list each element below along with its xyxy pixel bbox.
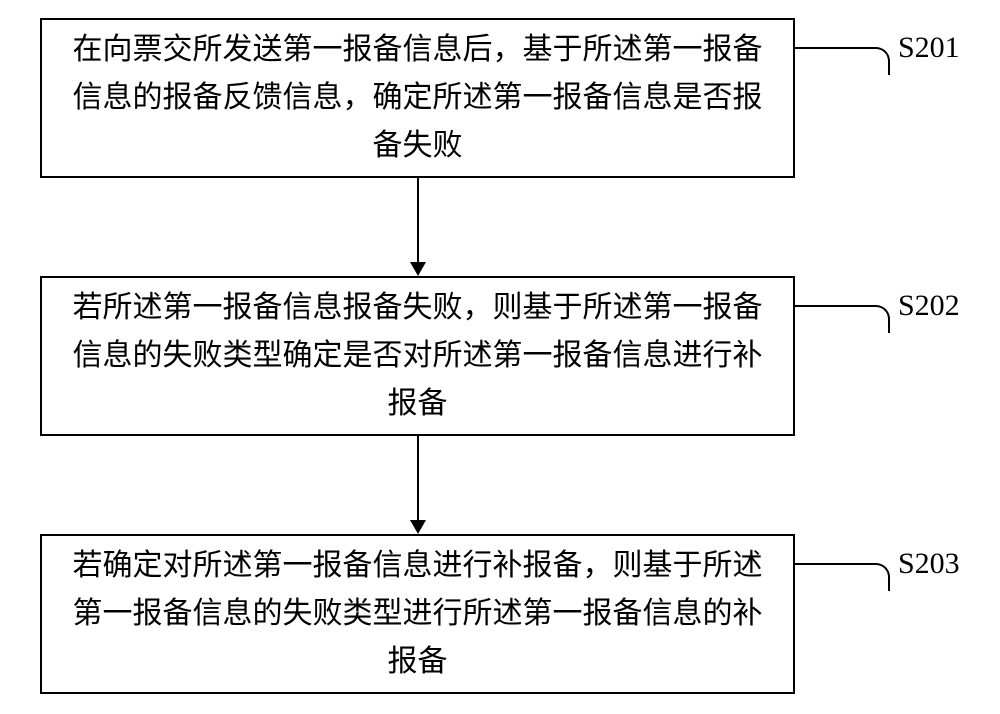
flowchart-canvas: 在向票交所发送第一报备信息后，基于所述第一报备信息的报备反馈信息，确定所述第一报… [0,0,1000,714]
step-label-s202: S202 [898,289,960,323]
flow-node-text: 若确定对所述第一报备信息进行补报备，则基于所述第一报备信息的失败类型进行所述第一… [62,542,773,686]
label-connector [795,47,890,75]
arrow-line [417,436,419,520]
label-connector [795,563,890,591]
flow-node-s203: 若确定对所述第一报备信息进行补报备，则基于所述第一报备信息的失败类型进行所述第一… [40,534,795,694]
step-label-s203: S203 [898,547,960,581]
label-connector [795,305,890,333]
arrow-head-icon [410,520,426,534]
flow-node-s201: 在向票交所发送第一报备信息后，基于所述第一报备信息的报备反馈信息，确定所述第一报… [40,18,795,178]
flow-node-text: 在向票交所发送第一报备信息后，基于所述第一报备信息的报备反馈信息，确定所述第一报… [62,26,773,170]
arrow-line [417,178,419,262]
step-label-s201: S201 [898,31,960,65]
flow-node-text: 若所述第一报备信息报备失败，则基于所述第一报备信息的失败类型确定是否对所述第一报… [62,284,773,428]
arrow-head-icon [410,262,426,276]
flow-node-s202: 若所述第一报备信息报备失败，则基于所述第一报备信息的失败类型确定是否对所述第一报… [40,276,795,436]
